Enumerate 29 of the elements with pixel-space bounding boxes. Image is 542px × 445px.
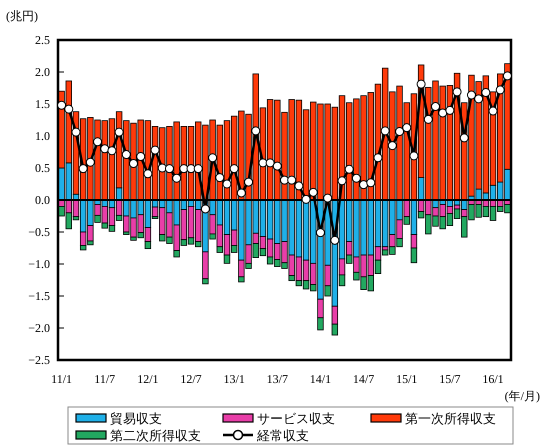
legend-label: 第一次所得収支 xyxy=(405,411,496,426)
y-tick-label: 1.0 xyxy=(35,129,50,143)
x-tick-label: 12/7 xyxy=(180,372,202,386)
x-tick-label: 12/1 xyxy=(137,372,159,386)
legend-label: サービス収支 xyxy=(257,411,335,426)
y-tick-label: 2.5 xyxy=(35,33,50,47)
x-tick-label: 14/1 xyxy=(310,372,332,386)
x-tick-label: 15/1 xyxy=(396,372,418,386)
x-tick-label: 16/1 xyxy=(482,372,504,386)
y-tick-label: 0.5 xyxy=(35,161,50,175)
x-tick-label: 13/7 xyxy=(266,372,288,386)
y-tick-label: −2.0 xyxy=(28,321,50,335)
x-tick-label: 11/1 xyxy=(51,372,72,386)
x-tick-label: 13/1 xyxy=(223,372,245,386)
legend-label: 第二次所得収支 xyxy=(110,428,201,443)
y-tick-label: 0.0 xyxy=(35,193,50,207)
y-tick-label: −2.5 xyxy=(28,353,50,367)
y-tick-label: −1.5 xyxy=(28,289,50,303)
x-tick-label: 14/7 xyxy=(352,372,374,386)
y-tick-label: 1.5 xyxy=(35,97,50,111)
legend-label: 貿易収支 xyxy=(110,411,162,426)
x-axis-title: (年/月) xyxy=(504,389,540,403)
y-tick-label: −0.5 xyxy=(28,225,50,239)
x-tick-label: 11/7 xyxy=(94,372,116,386)
y-tick-label: 2.0 xyxy=(35,65,50,79)
y-axis-title: (兆円) xyxy=(6,9,38,23)
legend-label: 経常収支 xyxy=(256,428,309,443)
y-tick-label: −1.0 xyxy=(28,257,50,271)
x-tick-label: 15/7 xyxy=(439,372,461,386)
